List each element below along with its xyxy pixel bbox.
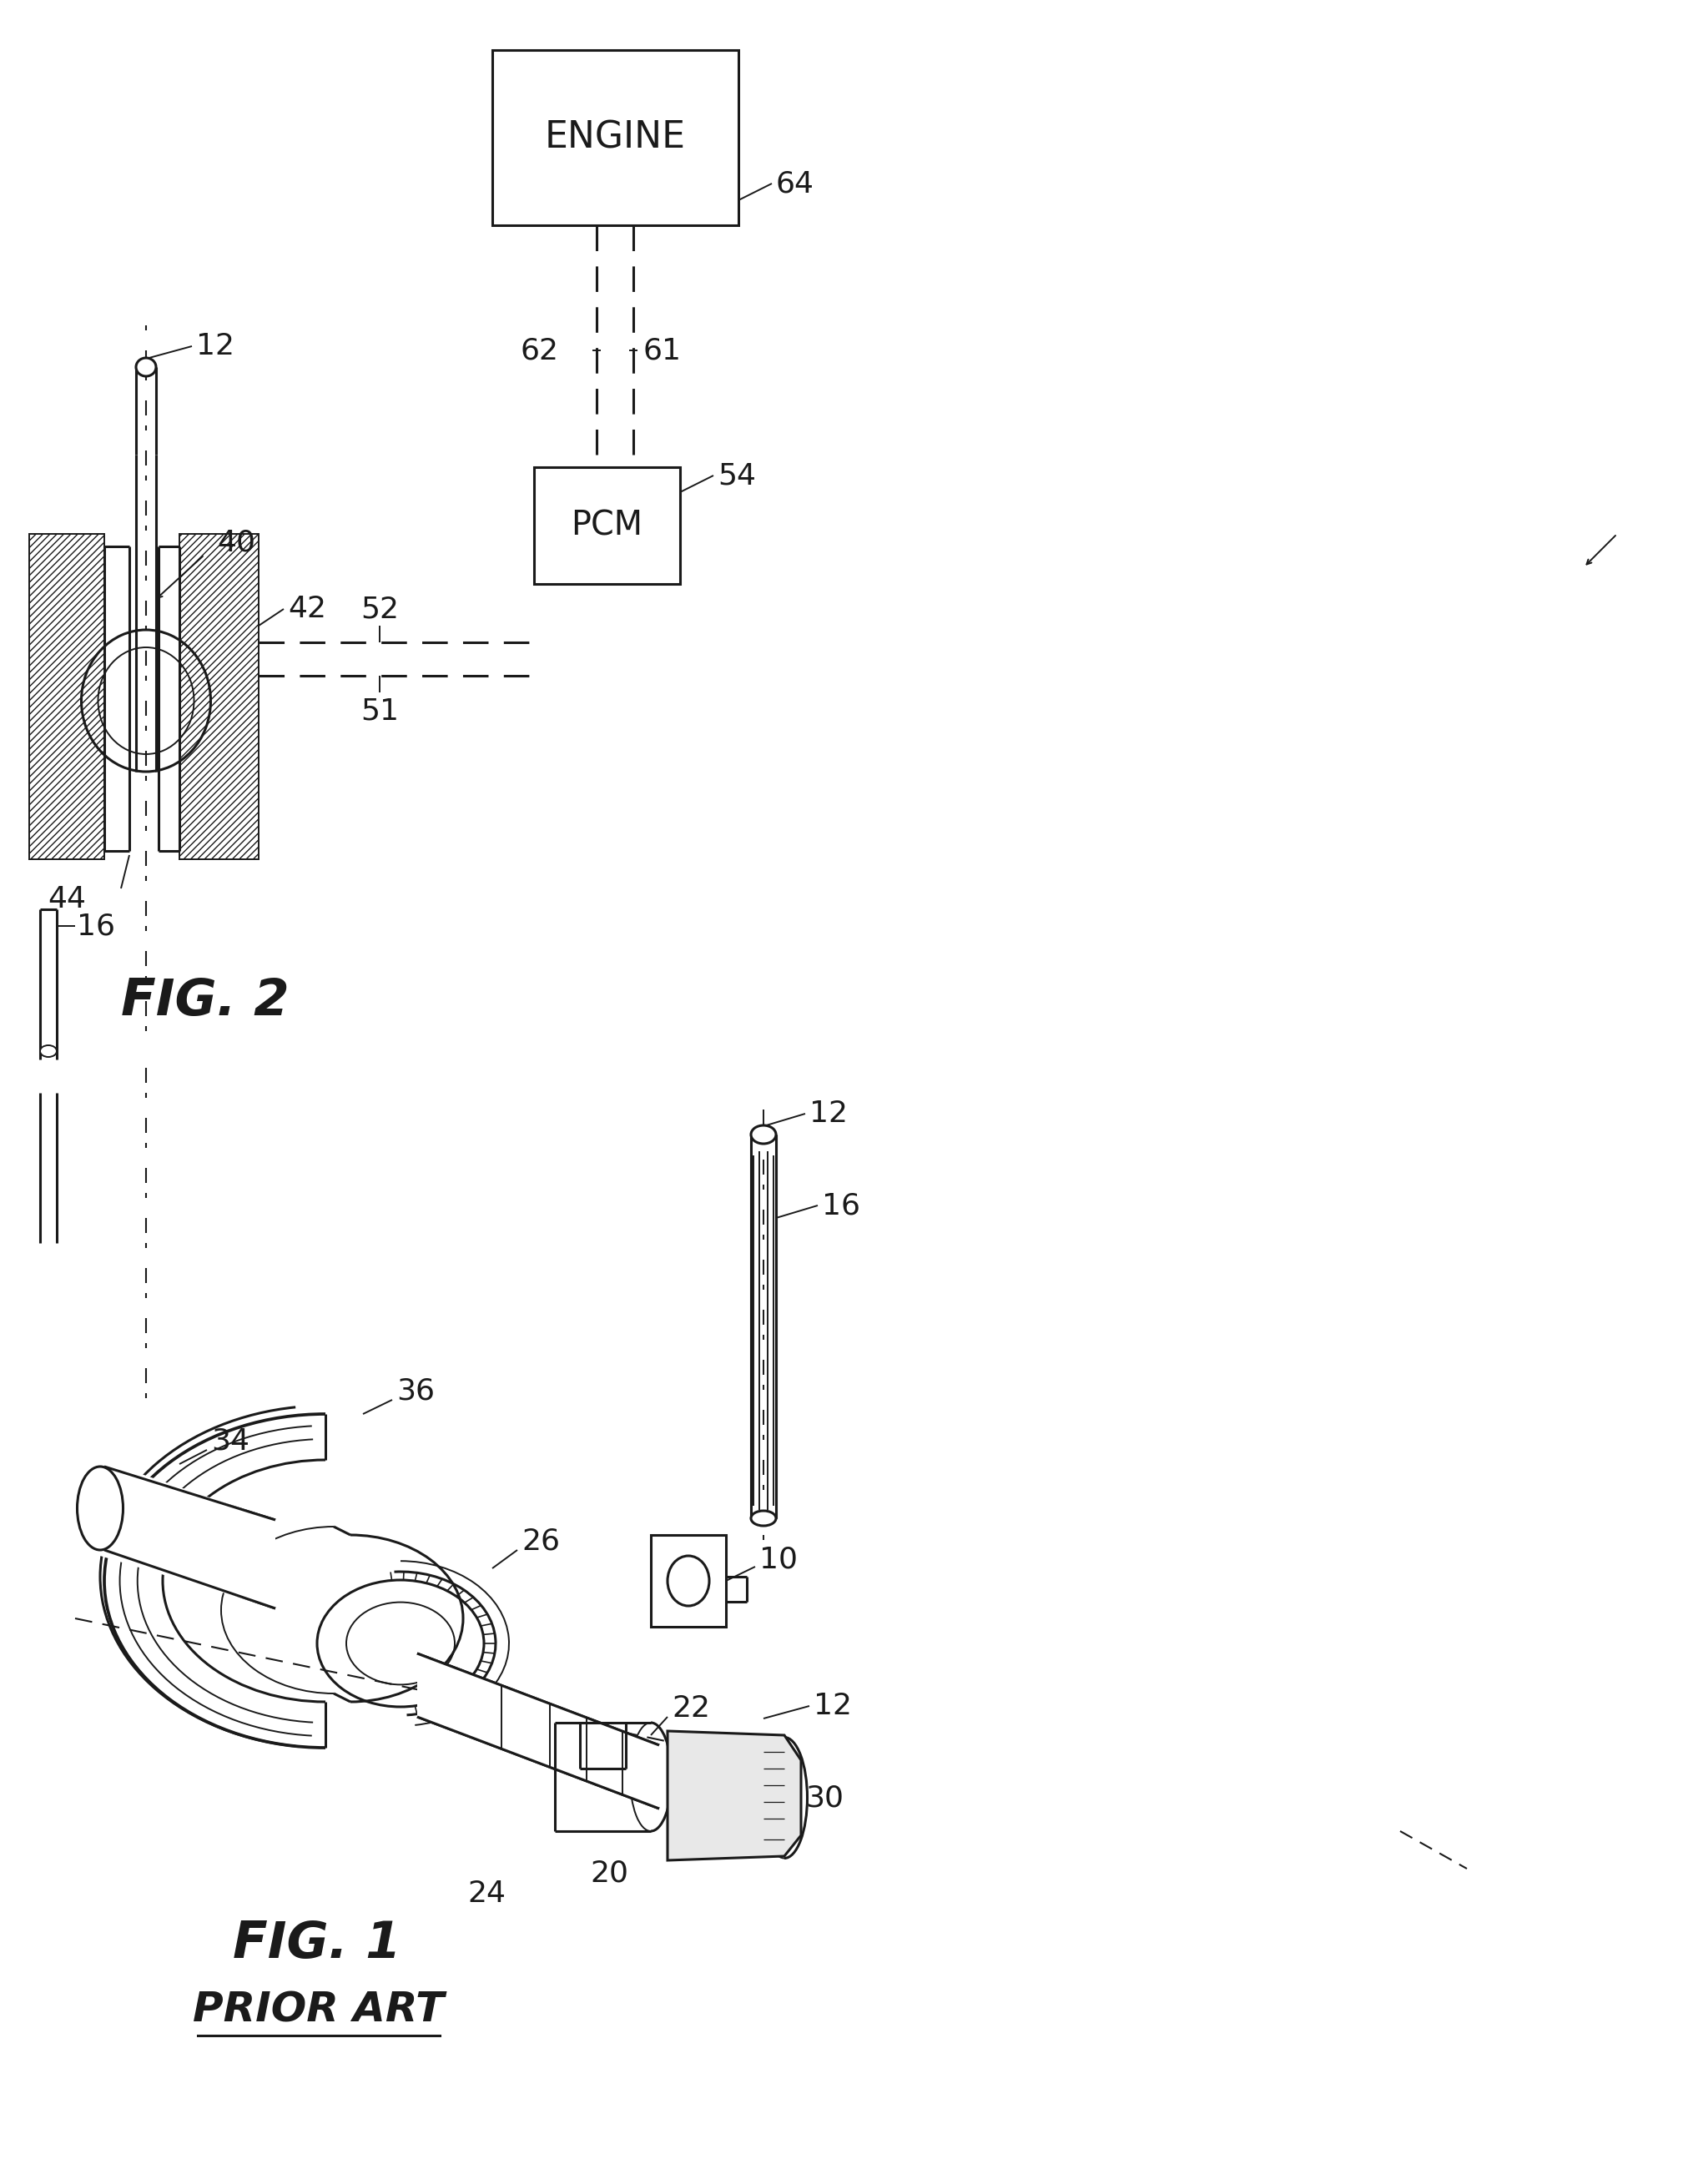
Text: 20: 20 (589, 1859, 628, 1887)
Text: 12: 12 (814, 1693, 851, 1721)
Bar (493, 50, 738, 225)
Text: 64: 64 (775, 170, 814, 199)
Text: FIG. 2: FIG. 2 (122, 976, 289, 1026)
Polygon shape (751, 1133, 775, 1518)
Text: 30: 30 (805, 1784, 844, 1813)
Text: 22: 22 (672, 1695, 709, 1723)
Bar (179, 533, 258, 858)
Text: PCM: PCM (571, 509, 643, 542)
Text: 40: 40 (216, 529, 255, 557)
Text: 36: 36 (397, 1378, 434, 1406)
Text: 24: 24 (468, 1880, 505, 1909)
Text: 16: 16 (822, 1190, 859, 1219)
Ellipse shape (751, 1125, 775, 1144)
Text: 12: 12 (809, 1099, 847, 1127)
Bar (533, 467, 680, 583)
Text: 54: 54 (717, 461, 756, 489)
Text: 51: 51 (360, 697, 398, 725)
Text: 10: 10 (760, 1546, 797, 1575)
Text: 52: 52 (360, 594, 398, 622)
Text: 62: 62 (520, 336, 559, 365)
Text: 61: 61 (643, 336, 682, 365)
Text: ENGINE: ENGINE (545, 120, 685, 155)
Polygon shape (667, 1732, 800, 1861)
Polygon shape (417, 1653, 658, 1808)
Ellipse shape (667, 1555, 709, 1605)
Text: 12: 12 (196, 332, 235, 360)
Ellipse shape (751, 1511, 775, 1527)
Bar (29, 533, 105, 858)
Text: 34: 34 (211, 1428, 250, 1457)
Polygon shape (100, 1459, 275, 1607)
Text: 44: 44 (47, 885, 86, 913)
Text: PRIOR ART: PRIOR ART (192, 1990, 444, 2031)
Text: FIG. 1: FIG. 1 (233, 1920, 402, 1968)
Text: 16: 16 (76, 911, 115, 939)
Polygon shape (650, 1535, 726, 1627)
Text: 42: 42 (287, 594, 326, 622)
Ellipse shape (137, 358, 155, 376)
Ellipse shape (41, 1046, 57, 1057)
Ellipse shape (78, 1468, 123, 1551)
Text: 26: 26 (522, 1527, 560, 1555)
